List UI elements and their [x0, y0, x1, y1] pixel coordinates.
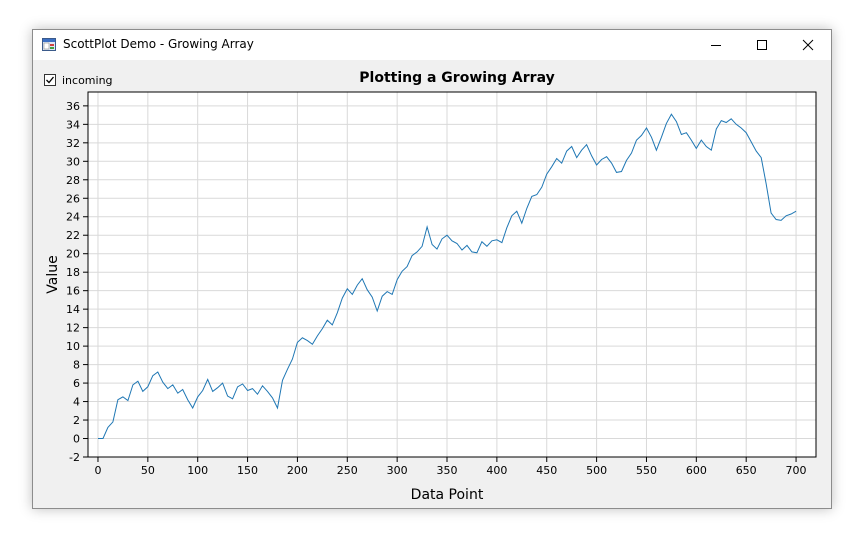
y-tick-label: 2 — [73, 414, 80, 427]
y-tick-label: 16 — [66, 285, 80, 298]
x-tick-label: 50 — [141, 464, 155, 477]
y-tick-label: 4 — [73, 396, 80, 409]
x-tick-label: 650 — [736, 464, 757, 477]
x-tick-label: 300 — [387, 464, 408, 477]
y-tick-label: -2 — [69, 451, 80, 464]
y-tick-label: 10 — [66, 340, 80, 353]
y-tick-label: 28 — [66, 174, 80, 187]
x-tick-label: 450 — [536, 464, 557, 477]
title-bar[interactable]: ScottPlot Demo - Growing Array — [33, 30, 831, 60]
x-tick-label: 500 — [586, 464, 607, 477]
y-tick-label: 18 — [66, 266, 80, 279]
x-tick-label: 200 — [287, 464, 308, 477]
y-tick-label: 26 — [66, 192, 80, 205]
x-tick-label: 350 — [437, 464, 458, 477]
checkmark-icon — [46, 76, 55, 84]
minimize-icon — [711, 45, 721, 46]
app-window: ScottPlot Demo - Growing Array incoming … — [32, 29, 832, 509]
y-tick-label: 36 — [66, 100, 80, 113]
x-tick-label: 250 — [337, 464, 358, 477]
incoming-checkbox-row[interactable]: incoming — [44, 72, 113, 88]
x-tick-label: 150 — [237, 464, 258, 477]
plot-background — [88, 92, 816, 457]
incoming-checkbox-label: incoming — [62, 73, 113, 87]
close-icon — [802, 39, 814, 51]
x-tick-label: 0 — [94, 464, 101, 477]
y-tick-label: 8 — [73, 359, 80, 372]
close-button[interactable] — [785, 30, 831, 60]
y-tick-label: 14 — [66, 303, 80, 316]
y-tick-label: 6 — [73, 377, 80, 390]
incoming-checkbox[interactable] — [44, 74, 56, 86]
x-tick-label: 550 — [636, 464, 657, 477]
x-axis-label: Data Point — [411, 487, 484, 503]
data-series-line — [98, 113, 797, 439]
minimize-button[interactable] — [693, 30, 739, 60]
maximize-button[interactable] — [739, 30, 785, 60]
chart-title: Plotting a Growing Array — [359, 70, 554, 86]
x-tick-label: 400 — [486, 464, 507, 477]
x-tick-label: 700 — [786, 464, 807, 477]
plot-area[interactable]: 0 50 100 150 200 250 300 350 400 450 500 550 600 650 7… — [33, 30, 831, 508]
app-window-icon — [42, 38, 56, 51]
y-tick-label: 24 — [66, 211, 80, 224]
y-tick-label: 20 — [66, 248, 80, 261]
maximize-icon — [757, 40, 767, 50]
x-tick-label: 600 — [686, 464, 707, 477]
x-tick-label: 100 — [187, 464, 208, 477]
y-tick-label: 0 — [73, 433, 80, 446]
y-axis-label: Value — [45, 255, 61, 293]
plot-frame — [87, 91, 817, 458]
y-tick-label: 34 — [66, 118, 80, 131]
y-tick-label: 32 — [66, 137, 80, 150]
y-tick-label: 12 — [66, 322, 80, 335]
window-title: ScottPlot Demo - Growing Array — [63, 37, 254, 51]
y-tick-label: 22 — [66, 229, 80, 242]
y-tick-label: 30 — [66, 155, 80, 168]
